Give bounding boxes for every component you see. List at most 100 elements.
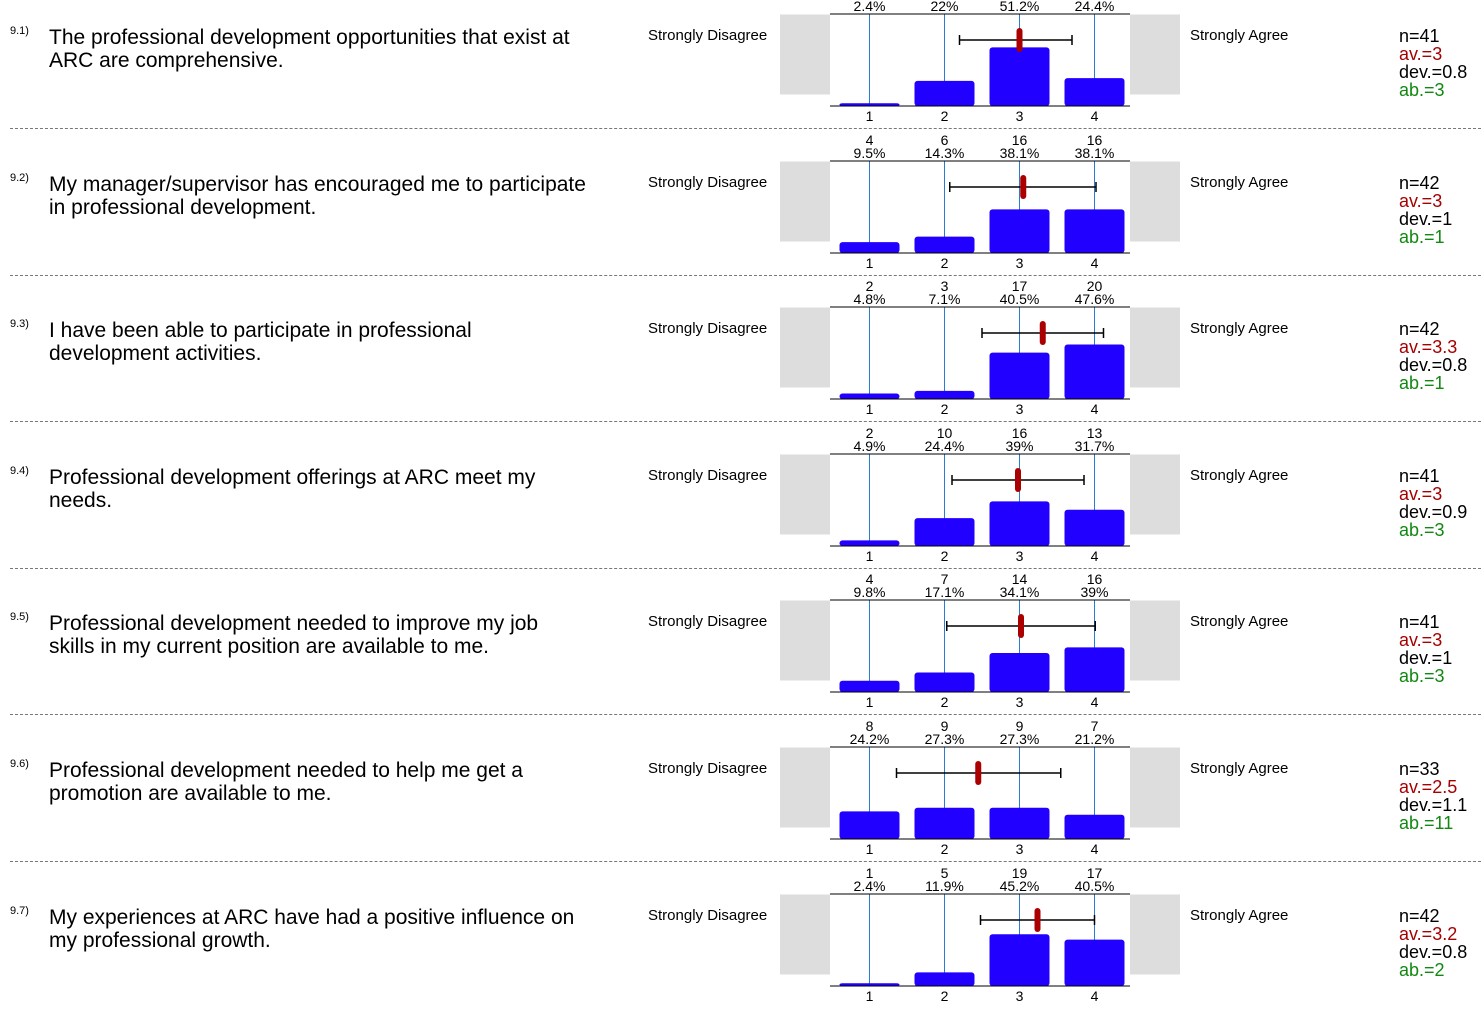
count-label: 13 bbox=[1087, 425, 1103, 441]
count-label: 4 bbox=[866, 571, 874, 587]
bar-2 bbox=[914, 517, 975, 546]
percent-label: 9.5% bbox=[854, 145, 886, 161]
stat-n: n=41 bbox=[1399, 612, 1440, 633]
stat-av: av.=3.2 bbox=[1399, 923, 1458, 944]
bar-4 bbox=[1064, 647, 1125, 693]
row-divider bbox=[10, 567, 1481, 569]
row-divider bbox=[10, 714, 1481, 716]
bar-2 bbox=[914, 391, 975, 400]
bar-1 bbox=[839, 393, 900, 400]
percent-label: 24.4% bbox=[925, 438, 965, 454]
bar-2 bbox=[914, 971, 975, 986]
bar-1 bbox=[839, 811, 900, 839]
bar-4 bbox=[1064, 814, 1125, 839]
right-gray-box bbox=[1130, 600, 1180, 681]
stat-n: n=33 bbox=[1399, 759, 1440, 779]
percent-label: 4.8% bbox=[854, 291, 886, 307]
tick-label: 3 bbox=[1016, 548, 1024, 564]
tick-label: 4 bbox=[1091, 988, 1099, 1004]
question-row: 9.6) Professional development needed to h… bbox=[0, 718, 1481, 868]
tick-label: 2 bbox=[941, 841, 949, 857]
scale-right-label: Strongly Agree bbox=[1190, 27, 1289, 44]
count-label: 16 bbox=[1012, 132, 1028, 148]
tick-label: 2 bbox=[941, 548, 949, 564]
percent-label: 24.2% bbox=[850, 731, 890, 747]
histogram-chart: 824.2%927.3%927.3%721.2%1 2 3 4 bbox=[780, 718, 1180, 857]
mean-marker bbox=[1020, 174, 1027, 199]
bar-2 bbox=[914, 672, 975, 693]
percent-label: 9.8% bbox=[854, 584, 886, 600]
count-label: 2 bbox=[866, 425, 874, 441]
left-gray-box bbox=[780, 161, 830, 242]
scale-right-label: Strongly Agree bbox=[1190, 906, 1289, 924]
mean-marker bbox=[1034, 907, 1041, 932]
question-number: 9.3) bbox=[10, 318, 29, 331]
bar-4 bbox=[1064, 939, 1125, 986]
row-divider bbox=[10, 861, 1481, 862]
mean-marker bbox=[1018, 614, 1024, 639]
percent-label: 39% bbox=[1005, 438, 1033, 454]
count-label: 7 bbox=[1091, 718, 1099, 734]
count-label: 5 bbox=[941, 865, 949, 881]
mean-marker bbox=[1039, 321, 1046, 346]
percent-label: 31.7% bbox=[1075, 438, 1115, 454]
stat-dev: dev.=0.9 bbox=[1399, 501, 1468, 522]
bar-1 bbox=[839, 681, 900, 693]
scale-left-label: Strongly Disagree bbox=[648, 466, 768, 484]
mean-marker bbox=[1016, 28, 1023, 52]
tick-label: 3 bbox=[1016, 255, 1024, 271]
question-row: 9.2) My manager/supervisor has encouraged… bbox=[0, 132, 1481, 282]
percent-label: 24.4% bbox=[1075, 0, 1115, 14]
question-row: 9.1) The professional development opportu… bbox=[0, 0, 1481, 135]
stat-ab: ab.=3 bbox=[1399, 80, 1445, 100]
row-divider bbox=[10, 421, 1481, 423]
bar-4 bbox=[1064, 344, 1125, 400]
percent-label: 4.9% bbox=[854, 438, 886, 454]
stats-block: n=42 av.=3.2 dev.=0.8 ab.=2 bbox=[1399, 907, 1467, 979]
stats-block: n=41 av.=3 dev.=0.9 ab.=3 bbox=[1399, 467, 1467, 539]
count-label: 7 bbox=[941, 571, 949, 587]
stats-block: n=42 av.=3.3 dev.=0.8 ab.=1 bbox=[1399, 320, 1467, 392]
stat-av: av.=3 bbox=[1399, 483, 1443, 504]
scale-left-label: Strongly Disagree bbox=[648, 760, 768, 777]
question-text: My experiences at ARC have had a positiv… bbox=[49, 905, 575, 952]
tick-label: 1 bbox=[866, 255, 874, 271]
tick-label: 4 bbox=[1091, 694, 1099, 710]
percent-label: 40.5% bbox=[1075, 878, 1115, 894]
stat-av: av.=2.5 bbox=[1399, 777, 1458, 797]
scale-right-label: Strongly Agree bbox=[1190, 466, 1289, 484]
bar-4 bbox=[1064, 509, 1125, 546]
tick-label: 4 bbox=[1091, 255, 1099, 271]
percent-label: 17.1% bbox=[925, 584, 965, 600]
stat-ab: ab.=3 bbox=[1399, 519, 1445, 540]
count-label: 10 bbox=[937, 425, 953, 441]
scale-right-label: Strongly Agree bbox=[1190, 760, 1289, 777]
tick-label: 3 bbox=[1016, 694, 1024, 710]
tick-label: 4 bbox=[1091, 841, 1099, 857]
stat-dev: dev.=1 bbox=[1399, 208, 1453, 229]
percent-label: 27.3% bbox=[925, 731, 965, 747]
stat-av: av.=3 bbox=[1399, 630, 1443, 651]
question-row: 9.4) Professional development offerings a… bbox=[0, 425, 1481, 575]
row-divider bbox=[10, 274, 1481, 276]
percent-label: 47.6% bbox=[1075, 291, 1115, 307]
left-gray-box bbox=[780, 894, 830, 975]
tick-label: 3 bbox=[1016, 108, 1024, 124]
stat-n: n=42 bbox=[1399, 905, 1440, 926]
scale-right-label: Strongly Agree bbox=[1190, 173, 1289, 191]
stat-n: n=41 bbox=[1399, 26, 1440, 46]
bar-3 bbox=[989, 501, 1050, 546]
question-text: Professional development needed to help … bbox=[49, 759, 523, 805]
count-label: 16 bbox=[1087, 132, 1103, 148]
tick-label: 3 bbox=[1016, 988, 1024, 1004]
bar-3 bbox=[989, 933, 1050, 986]
scale-left-label: Strongly Disagree bbox=[648, 906, 768, 924]
tick-label: 1 bbox=[866, 548, 874, 564]
scale-left-label: Strongly Disagree bbox=[648, 613, 768, 631]
count-label: 4 bbox=[866, 132, 874, 148]
question-row: 9.7) My experiences at ARC have had a pos… bbox=[0, 865, 1481, 1014]
